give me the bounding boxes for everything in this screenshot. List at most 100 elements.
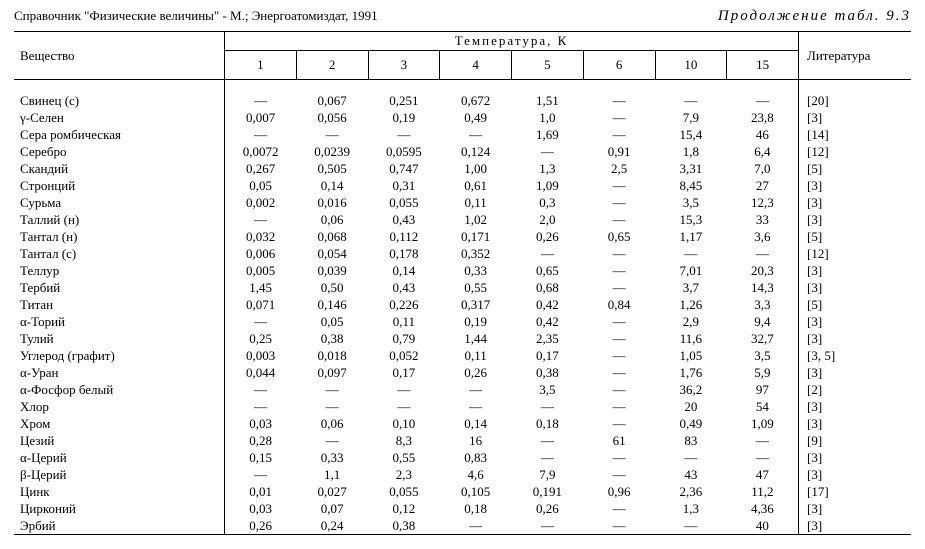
value-cell: 0,26 bbox=[440, 364, 512, 381]
value-cell: 0,31 bbox=[368, 177, 440, 194]
spacer-row bbox=[14, 80, 911, 93]
value-cell: 0,43 bbox=[368, 279, 440, 296]
value-cell: 61 bbox=[583, 432, 655, 449]
table-row: β-Церий—1,12,34,67,9—4347[3] bbox=[14, 466, 911, 483]
reference-cell: [5] bbox=[799, 160, 912, 177]
table-row: Тантал (н)0,0320,0680,1120,1710,260,651,… bbox=[14, 228, 911, 245]
col-header-t1: 1 bbox=[225, 51, 297, 80]
value-cell: 0,25 bbox=[225, 330, 297, 347]
value-cell: 27 bbox=[727, 177, 799, 194]
table-row: Теллур0,0050,0390,140,330,65—7,0120,3[3] bbox=[14, 262, 911, 279]
substance-cell: Хром bbox=[14, 415, 225, 432]
value-cell: 0,65 bbox=[583, 228, 655, 245]
value-cell: 4,36 bbox=[727, 500, 799, 517]
substance-cell: Титан bbox=[14, 296, 225, 313]
table-row: γ-Селен0,0070,0560,190,491,0—7,923,8[3] bbox=[14, 109, 911, 126]
value-cell: 5,9 bbox=[727, 364, 799, 381]
value-cell: — bbox=[583, 126, 655, 143]
table-row: α-Церий0,150,330,550,83————[3] bbox=[14, 449, 911, 466]
table-row: Эрбий0,260,240,38————40[3] bbox=[14, 517, 911, 535]
substance-cell: α-Фосфор белый bbox=[14, 381, 225, 398]
value-cell: 0,071 bbox=[225, 296, 297, 313]
value-cell: 0,11 bbox=[440, 194, 512, 211]
value-cell: 3,3 bbox=[727, 296, 799, 313]
value-cell: 0,33 bbox=[296, 449, 368, 466]
value-cell: 1,69 bbox=[512, 126, 584, 143]
value-cell: 6,4 bbox=[727, 143, 799, 160]
value-cell: 7,9 bbox=[512, 466, 584, 483]
value-cell: 0,178 bbox=[368, 245, 440, 262]
substance-cell: Сера ромбическая bbox=[14, 126, 225, 143]
value-cell: 0,91 bbox=[583, 143, 655, 160]
value-cell: 11,6 bbox=[655, 330, 727, 347]
value-cell: 0,044 bbox=[225, 364, 297, 381]
table-row: Свинец (с)—0,0670,2510,6721,51———[20] bbox=[14, 92, 911, 109]
value-cell: 0,124 bbox=[440, 143, 512, 160]
value-cell: — bbox=[225, 126, 297, 143]
table-head: Вещество Температура, К Литература 1 2 3… bbox=[14, 32, 911, 80]
value-cell: 1,8 bbox=[655, 143, 727, 160]
col-header-reference: Литература bbox=[799, 32, 912, 80]
value-cell: — bbox=[225, 381, 297, 398]
value-cell: — bbox=[583, 211, 655, 228]
value-cell: 7,01 bbox=[655, 262, 727, 279]
reference-cell: [3] bbox=[799, 466, 912, 483]
value-cell: 46 bbox=[727, 126, 799, 143]
substance-cell: Углерод (графит) bbox=[14, 347, 225, 364]
value-cell: 0,007 bbox=[225, 109, 297, 126]
value-cell: — bbox=[512, 245, 584, 262]
value-cell: — bbox=[583, 262, 655, 279]
value-cell: 54 bbox=[727, 398, 799, 415]
value-cell: 1,26 bbox=[655, 296, 727, 313]
value-cell: 0,18 bbox=[440, 500, 512, 517]
value-cell: — bbox=[440, 517, 512, 535]
data-table: Вещество Температура, К Литература 1 2 3… bbox=[14, 31, 911, 535]
substance-cell: Стронций bbox=[14, 177, 225, 194]
value-cell: 0,067 bbox=[296, 92, 368, 109]
value-cell: 1,0 bbox=[512, 109, 584, 126]
value-cell: 11,2 bbox=[727, 483, 799, 500]
value-cell: 0,112 bbox=[368, 228, 440, 245]
value-cell: 0,146 bbox=[296, 296, 368, 313]
value-cell: 0,38 bbox=[368, 517, 440, 535]
value-cell: 0,251 bbox=[368, 92, 440, 109]
value-cell: — bbox=[583, 245, 655, 262]
col-header-t6: 6 bbox=[583, 51, 655, 80]
value-cell: 8,3 bbox=[368, 432, 440, 449]
value-cell: — bbox=[296, 432, 368, 449]
value-cell: 0,65 bbox=[512, 262, 584, 279]
col-header-t5: 5 bbox=[512, 51, 584, 80]
table-body: Свинец (с)—0,0670,2510,6721,51———[20]γ-С… bbox=[14, 80, 911, 535]
table-row: Серебро0,00720,02390,05950,124—0,911,86,… bbox=[14, 143, 911, 160]
value-cell: 0,171 bbox=[440, 228, 512, 245]
col-header-substance: Вещество bbox=[14, 32, 225, 80]
value-cell: 0,039 bbox=[296, 262, 368, 279]
value-cell: 0,14 bbox=[296, 177, 368, 194]
value-cell: — bbox=[440, 381, 512, 398]
value-cell: — bbox=[583, 92, 655, 109]
value-cell: 1,76 bbox=[655, 364, 727, 381]
col-header-t3: 3 bbox=[368, 51, 440, 80]
value-cell: 0,267 bbox=[225, 160, 297, 177]
col-header-t10: 10 bbox=[655, 51, 727, 80]
value-cell: 2,9 bbox=[655, 313, 727, 330]
value-cell: 0,505 bbox=[296, 160, 368, 177]
reference-cell: [12] bbox=[799, 143, 912, 160]
value-cell: — bbox=[655, 517, 727, 535]
value-cell: — bbox=[583, 398, 655, 415]
value-cell: 0,005 bbox=[225, 262, 297, 279]
reference-cell: [3] bbox=[799, 415, 912, 432]
table-row: Хром0,030,060,100,140,18—0,491,09[3] bbox=[14, 415, 911, 432]
value-cell: 0,052 bbox=[368, 347, 440, 364]
table-row: α-Фосфор белый————3,5—36,297[2] bbox=[14, 381, 911, 398]
substance-cell: Таллий (н) bbox=[14, 211, 225, 228]
table-row: Углерод (графит)0,0030,0180,0520,110,17—… bbox=[14, 347, 911, 364]
substance-cell: Цинк bbox=[14, 483, 225, 500]
value-cell: 2,5 bbox=[583, 160, 655, 177]
value-cell: 0,054 bbox=[296, 245, 368, 262]
value-cell: 1,45 bbox=[225, 279, 297, 296]
value-cell: 43 bbox=[655, 466, 727, 483]
value-cell: 0,14 bbox=[368, 262, 440, 279]
substance-cell: Эрбий bbox=[14, 517, 225, 535]
substance-cell: α-Уран bbox=[14, 364, 225, 381]
